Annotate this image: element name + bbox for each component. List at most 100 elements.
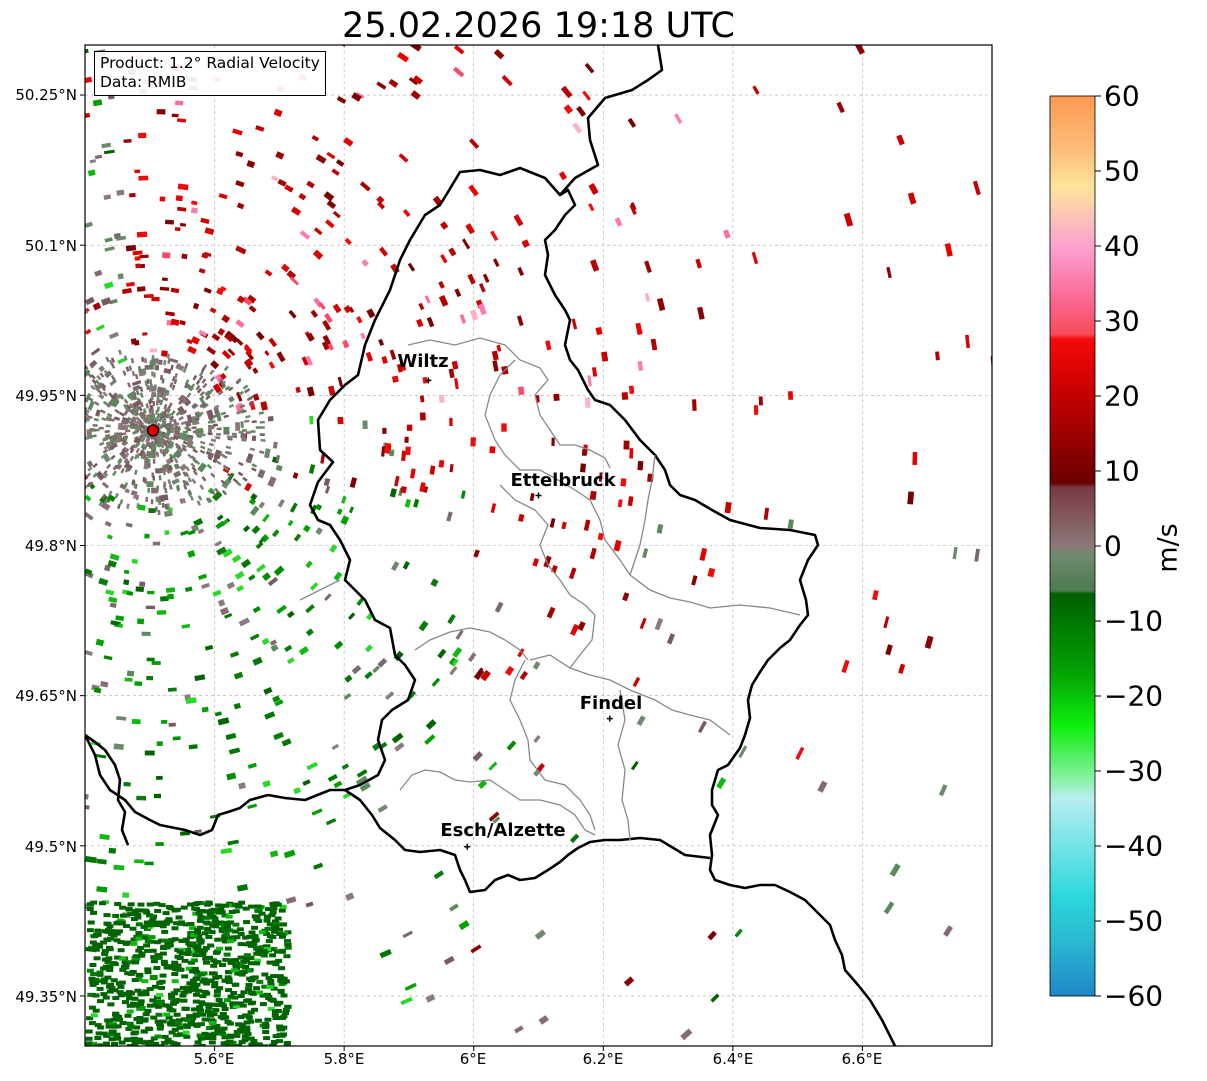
velocity-pixel: [93, 956, 101, 961]
velocity-pixel: [924, 635, 934, 649]
velocity-pixel: [160, 391, 164, 398]
lat-tick-label: 49.95°N: [15, 387, 77, 405]
velocity-pixel: [211, 916, 219, 921]
velocity-pixel: [200, 977, 208, 982]
velocity-pixel: [182, 497, 187, 504]
velocity-pixel: [155, 506, 158, 512]
velocity-pixel: [129, 402, 135, 409]
velocity-pixel: [569, 833, 580, 844]
velocity-pixel: [231, 968, 238, 973]
velocity-pixel: [244, 1032, 252, 1036]
velocity-pixel: [277, 989, 285, 994]
velocity-pixel: [389, 488, 397, 498]
velocity-pixel: [275, 454, 281, 463]
velocity-pixel: [402, 208, 411, 218]
velocity-pixel: [469, 138, 480, 150]
velocity-pixel: [382, 427, 387, 434]
velocity-pixel: [51, 426, 56, 429]
velocity-pixel: [123, 458, 129, 464]
velocity-pixel: [182, 480, 188, 486]
velocity-pixel: [229, 651, 240, 658]
velocity-pixel: [267, 979, 275, 983]
velocity-pixel: [723, 229, 731, 239]
velocity-pixel: [181, 253, 188, 260]
colorbar-tick-label: 20: [1104, 379, 1140, 413]
velocity-pixel: [277, 499, 285, 508]
velocity-pixel: [162, 1003, 169, 1008]
velocity-pixel: [192, 458, 198, 464]
velocity-pixel: [229, 397, 235, 403]
velocity-pixel: [160, 959, 168, 964]
velocity-pixel: [211, 1031, 218, 1036]
velocity-pixel: [172, 736, 181, 741]
velocity-pixel: [438, 459, 445, 468]
velocity-pixel: [394, 742, 405, 752]
velocity-pixel: [341, 763, 350, 770]
velocity-pixel: [629, 204, 637, 215]
velocity-pixel: [151, 661, 161, 665]
velocity-pixel: [119, 394, 125, 400]
velocity-pixel: [347, 612, 356, 620]
velocity-pixel: [176, 956, 184, 960]
velocity-pixel: [137, 618, 145, 625]
velocity-pixel: [103, 436, 109, 440]
velocity-pixel: [119, 1021, 127, 1025]
velocity-pixel: [134, 915, 142, 920]
velocity-pixel: [269, 910, 277, 915]
velocity-pixel: [92, 947, 100, 952]
velocity-pixel: [243, 360, 252, 370]
velocity-pixel: [335, 159, 345, 167]
velocity-pixel: [952, 546, 958, 560]
velocity-pixel: [67, 474, 72, 479]
velocity-pixel: [150, 959, 158, 964]
velocity-pixel: [174, 963, 182, 968]
velocity-pixel: [144, 458, 148, 464]
velocity-pixel: [103, 473, 109, 479]
velocity-pixel: [238, 461, 244, 467]
velocity-pixel: [242, 1013, 249, 1018]
velocity-pixel: [384, 443, 392, 454]
velocity-pixel: [589, 547, 597, 560]
velocity-pixel: [325, 817, 337, 826]
velocity-pixel: [187, 490, 192, 497]
velocity-pixel: [157, 920, 165, 925]
velocity-pixel: [242, 935, 250, 940]
velocity-pixel: [348, 506, 355, 514]
velocity-pixel: [96, 858, 107, 865]
velocity-pixel: [195, 988, 203, 993]
velocity-pixel: [220, 1041, 228, 1046]
velocity-pixel: [91, 434, 97, 438]
velocity-pixel: [112, 1011, 120, 1016]
velocity-pixel: [79, 458, 85, 463]
velocity-pixel: [185, 442, 192, 447]
velocity-pixel: [245, 414, 251, 419]
velocity-pixel: [168, 1030, 176, 1035]
velocity-pixel: [102, 448, 109, 454]
velocity-pixel: [219, 963, 226, 967]
velocity-pixel: [198, 329, 208, 337]
velocity-pixel: [85, 369, 90, 377]
velocity-pixel: [258, 501, 266, 509]
velocity-pixel: [886, 266, 892, 279]
velocity-pixel: [167, 687, 177, 692]
velocity-pixel: [233, 1029, 241, 1034]
velocity-pixel: [272, 695, 281, 703]
velocity-pixel: [170, 410, 176, 416]
velocity-pixel: [628, 385, 635, 394]
velocity-pixel: [193, 420, 200, 425]
velocity-pixel: [199, 484, 205, 490]
velocity-pixel: [179, 463, 188, 472]
velocity-pixel: [97, 1025, 105, 1030]
velocity-pixel: [245, 457, 252, 462]
velocity-pixel: [161, 277, 168, 282]
velocity-pixel: [576, 105, 587, 117]
velocity-pixel: [355, 91, 365, 100]
velocity-pixel: [101, 481, 110, 489]
velocity-pixel: [280, 922, 288, 927]
velocity-pixel: [195, 430, 201, 434]
velocity-pixel: [329, 544, 338, 553]
velocity-pixel: [883, 901, 895, 915]
lat-tick-label: 50.25°N: [15, 86, 77, 104]
velocity-pixel: [138, 366, 142, 372]
